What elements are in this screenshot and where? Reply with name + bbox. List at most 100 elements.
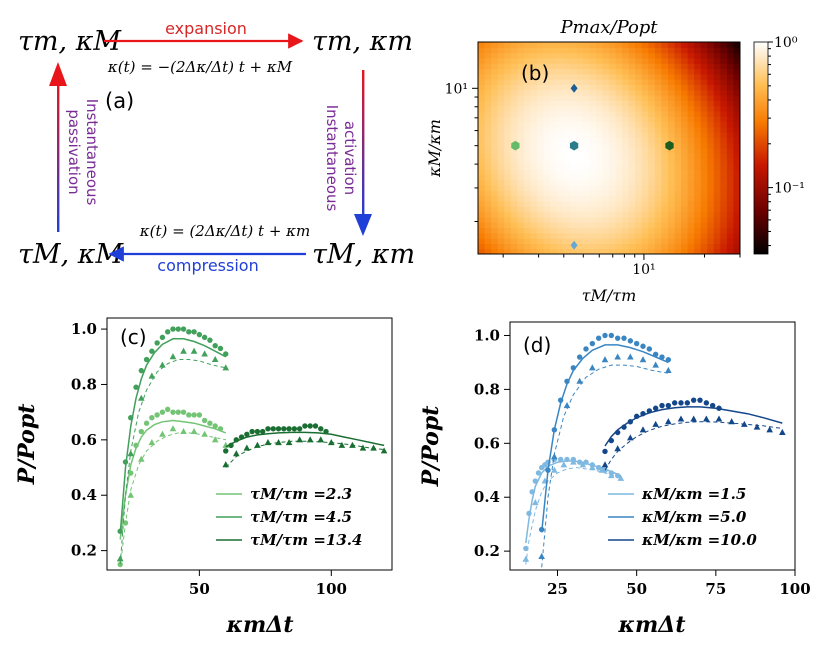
heatmap-cell [491, 52, 499, 59]
heatmap-cell [726, 116, 735, 123]
heatmap-cell [726, 126, 735, 133]
heatmap-cell [641, 100, 649, 107]
heatmap-cell [700, 238, 708, 244]
heatmap-cell [661, 126, 669, 133]
heatmap-cell [635, 142, 643, 149]
heatmap-cell [556, 185, 564, 191]
heatmap-cell [550, 52, 558, 59]
heatmap-cell [536, 211, 545, 218]
data-point-triangle [254, 441, 261, 448]
heatmap-cell [589, 126, 597, 133]
heatmap-cell [628, 47, 636, 54]
heatmap-cell [556, 57, 564, 64]
heatmap-cell [536, 227, 545, 234]
heatmap-cell [569, 227, 577, 234]
heatmap-cell [576, 179, 584, 186]
heatmap-cell [648, 232, 656, 239]
data-point-circle [595, 335, 602, 341]
heatmap-cell [661, 84, 669, 91]
heatmap-cell [609, 95, 617, 101]
heatmap-cell [687, 222, 695, 229]
heatmap-cell [615, 116, 623, 123]
heatmap-cell [641, 137, 649, 144]
heatmap-cell [648, 89, 656, 96]
heatmap-cell [478, 153, 486, 160]
heatmap-cell [504, 116, 512, 123]
data-point-circle [564, 456, 570, 463]
heatmap-cell [582, 126, 590, 133]
heatmap-cell [576, 238, 584, 244]
heatmap-cell [497, 174, 505, 181]
heatmap-cell [484, 232, 492, 239]
heatmap-cell [563, 174, 571, 181]
heatmap-cell [602, 163, 610, 170]
heatmap-cell [615, 42, 623, 48]
heatmap-cell [484, 79, 492, 85]
heatmap-cell [517, 222, 525, 229]
heatmap-cell [720, 116, 728, 123]
heatmap-cell [602, 84, 610, 91]
heatmap-cell [517, 174, 525, 181]
panel-c-xlabel: κmΔt [226, 612, 294, 638]
data-point-circle [602, 332, 608, 339]
heatmap-cell [497, 190, 505, 197]
heatmap-cell [654, 195, 662, 202]
ytick-label: 0.2 [71, 542, 97, 560]
heatmap-cell [530, 137, 538, 144]
heatmap-cell [687, 243, 695, 250]
heatmap-cell [510, 100, 518, 107]
heatmap-cell [641, 52, 649, 59]
heatmap-cell [635, 174, 643, 181]
data-point-triangle [677, 415, 685, 422]
heatmap-cell [556, 238, 564, 244]
heatmap-cell [576, 116, 584, 123]
heatmap-cell [556, 158, 564, 165]
heatmap-cell [726, 169, 735, 176]
heatmap-cell [628, 52, 636, 59]
heatmap-cell [667, 47, 676, 54]
heatmap-cell [720, 248, 728, 254]
heatmap-cell [700, 142, 708, 149]
heatmap-cell [609, 163, 617, 170]
heatmap-cell [478, 185, 486, 191]
heatmap-cell [543, 238, 551, 244]
heatmap-cell [576, 195, 584, 202]
heatmap-cell [478, 68, 486, 75]
cycle-diagram: τm, κM τm, κm τM, κM τM, κm expansion κ(… [18, 19, 415, 275]
heatmap-cell [504, 148, 512, 154]
colorbar [753, 41, 769, 255]
heatmap-cell [700, 216, 708, 223]
heatmap-cell [556, 68, 564, 75]
heatmap-cell [478, 57, 486, 64]
heatmap-cell [720, 238, 728, 244]
heatmap-cell [491, 174, 499, 181]
heatmap-cell [733, 116, 740, 123]
heatmap-cell [491, 232, 499, 239]
heatmap-cell [602, 137, 610, 144]
heatmap-cell [556, 100, 564, 107]
heatmap-cell [589, 42, 597, 48]
heatmap-cell [582, 68, 590, 75]
heatmap-cell [700, 68, 708, 75]
heatmap-cell [602, 158, 610, 165]
heatmap-cell [569, 110, 577, 117]
heatmap-cell [543, 158, 551, 165]
heatmap-cell [576, 185, 584, 191]
heatmap-cell [510, 47, 518, 54]
heatmap-cell [726, 84, 735, 91]
heatmap-cell [622, 137, 630, 144]
heatmap-cell [523, 201, 531, 207]
heatmap-cell [517, 100, 525, 107]
heatmap-cell [641, 222, 649, 229]
heatmap-cell [484, 206, 492, 213]
data-point-circle [652, 405, 659, 411]
heatmap-cell [648, 222, 656, 229]
heatmap-cell [707, 110, 715, 117]
heatmap-cell [478, 100, 486, 107]
data-point-circle [233, 437, 240, 443]
heatmap-cell [628, 163, 636, 170]
heatmap-cell [641, 195, 649, 202]
heatmap-cell [478, 174, 486, 181]
heatmap-cell [563, 57, 571, 64]
